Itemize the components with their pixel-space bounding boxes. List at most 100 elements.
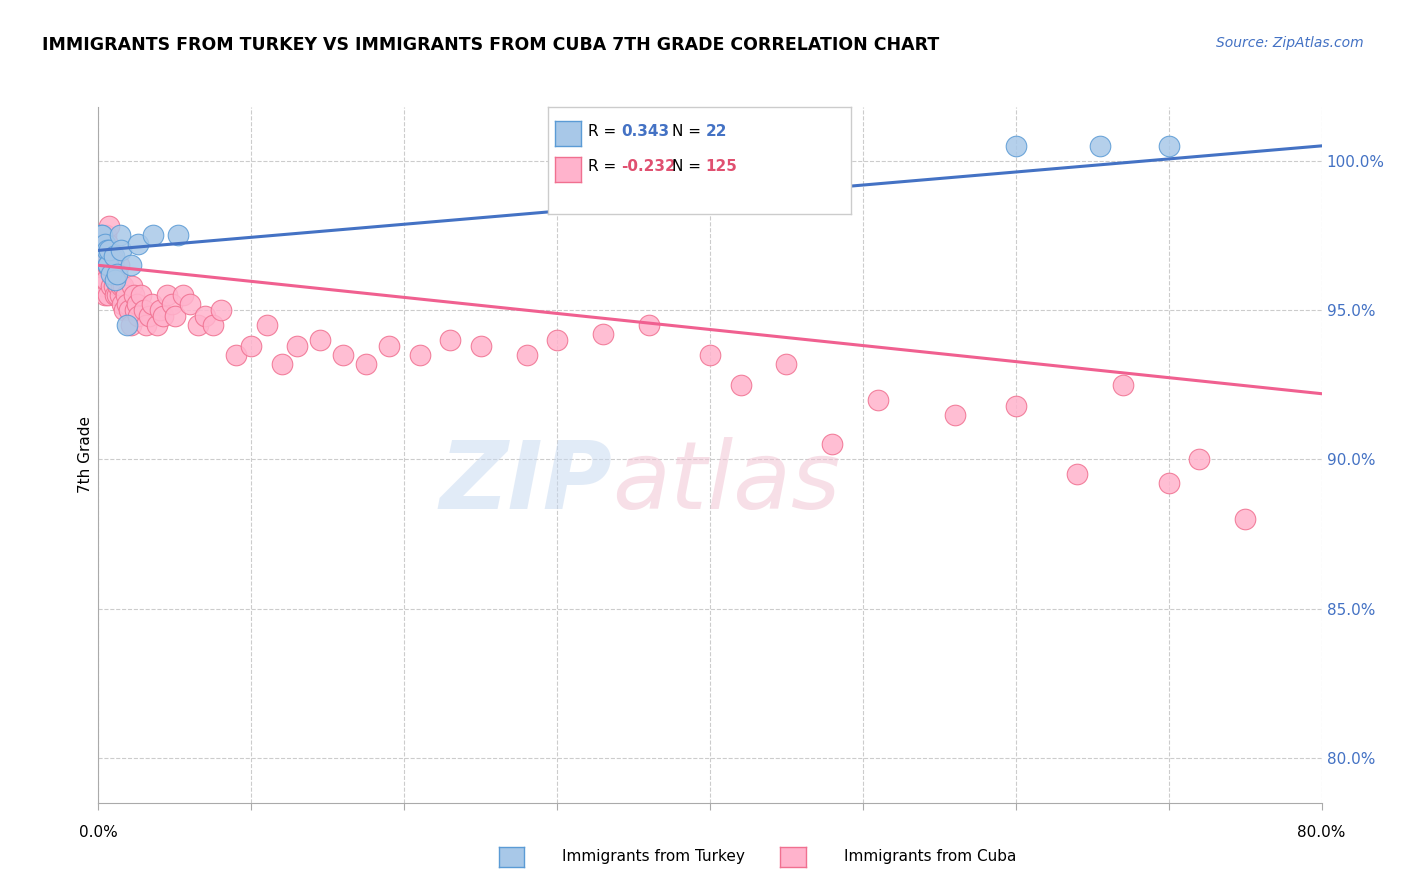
Point xyxy=(285,339,308,353)
Point xyxy=(256,318,278,332)
Point xyxy=(225,348,247,362)
Point xyxy=(98,244,121,258)
Point xyxy=(118,303,141,318)
Point xyxy=(110,279,132,293)
Point xyxy=(149,303,172,318)
Point xyxy=(152,309,174,323)
Text: Source: ZipAtlas.com: Source: ZipAtlas.com xyxy=(1216,36,1364,50)
Point xyxy=(111,297,134,311)
Text: 0.0%: 0.0% xyxy=(79,825,118,840)
Point xyxy=(1157,476,1180,491)
Point xyxy=(821,437,844,451)
Point xyxy=(408,348,430,362)
Text: 0.343: 0.343 xyxy=(621,124,669,138)
Point xyxy=(105,267,128,281)
Point xyxy=(94,228,117,243)
Point xyxy=(202,318,225,332)
Point xyxy=(309,333,332,347)
Text: ZIP: ZIP xyxy=(439,437,612,529)
Point xyxy=(90,228,112,243)
Point xyxy=(240,339,263,353)
Point xyxy=(163,309,186,323)
Point xyxy=(100,258,122,272)
Point xyxy=(100,279,122,293)
Point xyxy=(868,392,890,407)
Point xyxy=(1157,139,1180,153)
Point xyxy=(1004,399,1026,413)
Point xyxy=(98,219,121,234)
Point xyxy=(91,258,114,272)
Point xyxy=(179,297,201,311)
Point xyxy=(167,228,190,243)
Text: atlas: atlas xyxy=(612,437,841,528)
Point xyxy=(90,244,112,258)
Point xyxy=(111,279,134,293)
Point xyxy=(101,249,124,263)
Point xyxy=(91,228,114,243)
Point xyxy=(105,273,128,287)
Point xyxy=(97,258,120,272)
Point xyxy=(98,244,121,258)
Point xyxy=(121,279,143,293)
Point xyxy=(270,357,294,371)
Point xyxy=(96,258,118,272)
Point xyxy=(103,249,125,263)
Point xyxy=(209,303,232,318)
Point xyxy=(775,357,797,371)
Point xyxy=(107,279,129,293)
Point xyxy=(439,333,461,347)
Text: 80.0%: 80.0% xyxy=(1298,825,1346,840)
Text: IMMIGRANTS FROM TURKEY VS IMMIGRANTS FROM CUBA 7TH GRADE CORRELATION CHART: IMMIGRANTS FROM TURKEY VS IMMIGRANTS FRO… xyxy=(42,36,939,54)
Point xyxy=(943,408,966,422)
Point xyxy=(1004,139,1026,153)
Point xyxy=(122,288,145,302)
Point xyxy=(187,318,209,332)
Point xyxy=(103,279,125,293)
Point xyxy=(108,288,131,302)
Point xyxy=(699,348,721,362)
Point xyxy=(115,288,138,302)
Point xyxy=(103,258,125,272)
Point xyxy=(94,249,117,263)
Point xyxy=(516,348,538,362)
Text: N =: N = xyxy=(672,160,706,174)
Point xyxy=(134,303,156,318)
Point xyxy=(1066,467,1088,482)
Point xyxy=(141,297,163,311)
Point xyxy=(1234,512,1257,526)
Point xyxy=(97,237,120,252)
Point xyxy=(129,288,152,302)
Point xyxy=(124,303,146,318)
Point xyxy=(96,244,118,258)
Point xyxy=(100,267,122,281)
Point xyxy=(194,309,217,323)
Text: 125: 125 xyxy=(706,160,738,174)
Text: Immigrants from Turkey: Immigrants from Turkey xyxy=(562,849,745,863)
Point xyxy=(332,348,354,362)
Point xyxy=(135,318,157,332)
Point xyxy=(145,318,167,332)
Point xyxy=(592,326,614,341)
Point xyxy=(104,273,127,287)
Point xyxy=(91,279,114,293)
Point xyxy=(142,228,165,243)
Point xyxy=(117,318,139,332)
Text: -0.232: -0.232 xyxy=(621,160,676,174)
Point xyxy=(127,309,149,323)
Point xyxy=(97,288,120,302)
Point xyxy=(104,288,127,302)
Point xyxy=(112,303,135,318)
Y-axis label: 7th Grade: 7th Grade xyxy=(77,417,93,493)
Point xyxy=(156,288,179,302)
Point xyxy=(108,228,131,243)
Point xyxy=(160,297,183,311)
Point xyxy=(125,297,148,311)
Text: 22: 22 xyxy=(706,124,727,138)
Text: N =: N = xyxy=(672,124,706,138)
Text: R =: R = xyxy=(588,124,621,138)
Point xyxy=(105,288,128,302)
Point xyxy=(93,288,115,302)
Point xyxy=(105,267,128,281)
Point xyxy=(378,339,401,353)
Point xyxy=(1112,377,1135,392)
